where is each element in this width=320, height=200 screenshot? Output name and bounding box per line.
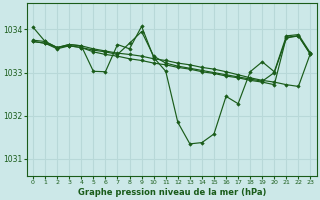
X-axis label: Graphe pression niveau de la mer (hPa): Graphe pression niveau de la mer (hPa) <box>77 188 266 197</box>
